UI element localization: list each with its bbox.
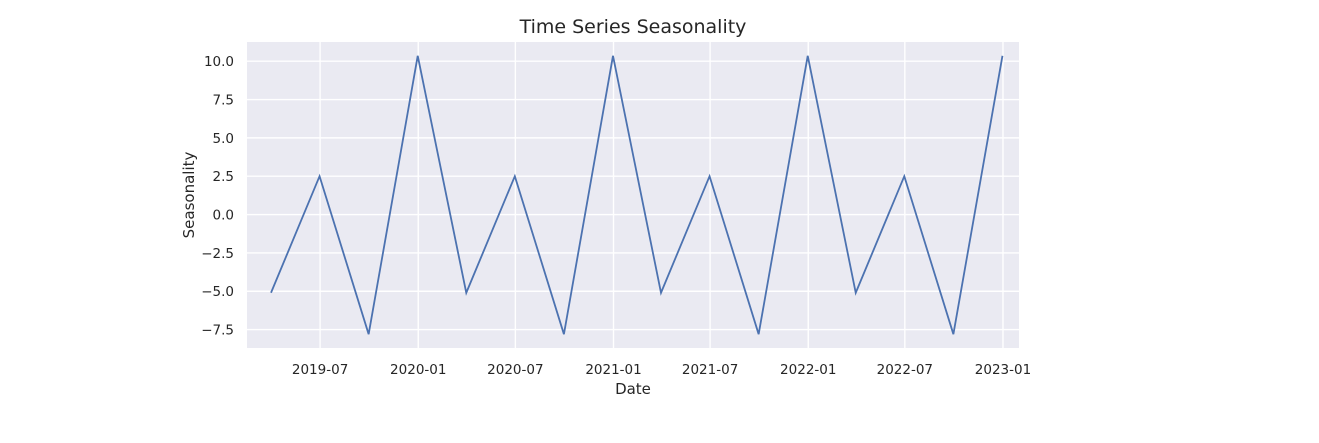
x-axis-label: Date bbox=[615, 380, 651, 398]
x-tick-label: 2019-07 bbox=[292, 362, 348, 378]
x-tick-label: 2022-01 bbox=[780, 362, 836, 378]
y-tick-label: −5.0 bbox=[201, 284, 234, 300]
y-axis-label: Seasonality bbox=[180, 152, 198, 239]
gridlines bbox=[247, 42, 1019, 348]
y-tick-label: 0.0 bbox=[213, 208, 234, 224]
y-tick-label: −2.5 bbox=[201, 246, 234, 262]
series-line bbox=[270, 55, 1004, 335]
series-layer bbox=[270, 55, 1004, 335]
x-tick-label: 2021-07 bbox=[682, 362, 738, 378]
plot-area bbox=[247, 42, 1019, 348]
x-tick-label: 2023-01 bbox=[975, 362, 1031, 378]
x-axis: 2019-07 2020-01 2020-07 2021-01 2021-07 2022-… bbox=[292, 362, 1031, 378]
x-tick-label: 2021-01 bbox=[585, 362, 641, 378]
y-tick-label: 10.0 bbox=[204, 54, 234, 70]
x-tick-label: 2020-07 bbox=[487, 362, 543, 378]
y-tick-label: 5.0 bbox=[213, 131, 234, 147]
y-tick-label: 2.5 bbox=[213, 169, 234, 185]
y-axis: 10.0 7.5 5.0 2.5 0.0 −2.5 −5.0 −7.5 bbox=[201, 54, 234, 338]
y-tick-label: 7.5 bbox=[213, 93, 234, 109]
x-tick-label: 2020-01 bbox=[390, 362, 446, 378]
x-tick-label: 2022-07 bbox=[877, 362, 933, 378]
chart-title: Time Series Seasonality bbox=[519, 16, 747, 38]
y-tick-label: −7.5 bbox=[201, 323, 234, 339]
